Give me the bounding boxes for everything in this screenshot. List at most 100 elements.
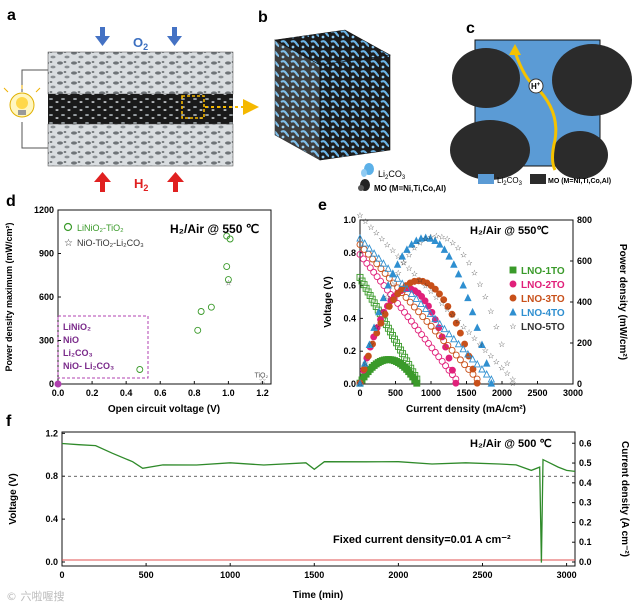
chart-e-power-point-lno-4to (412, 236, 421, 244)
chart-e-voltage-point-lno-4to (482, 370, 491, 378)
chart-d-ytick-label: 300 (39, 336, 54, 346)
chart-e-voltage-point-lno-2to (373, 273, 381, 281)
chart-e-voltage-point-lno-1to (384, 324, 392, 332)
proton-path (513, 51, 558, 171)
chart-d-points: ☆☆ (54, 232, 267, 388)
chart-e-voltage-point-lno-2to (425, 340, 432, 347)
chart-e-voltage-point-lno-5to: ☆ (373, 229, 380, 238)
chart-f-annotation: H₂/Air @ 500 ℃ (470, 438, 552, 450)
chart-e-voltage-point-lno-4to (393, 274, 402, 282)
chart-e-power-point-lno-3to (390, 296, 397, 304)
chart-d-point-linio2-tio2 (224, 276, 232, 284)
chart-d-point-linio2-tio2 (207, 303, 215, 311)
chart-e-power-point-lno-3to (469, 365, 477, 373)
chart-e-power-point-lno-4to (393, 260, 402, 268)
chart-e-voltage-point-lno-4to (379, 259, 388, 267)
chart-e-y2tick-label: 200 (577, 338, 592, 348)
chart-e-power-point-lno-4to (468, 307, 477, 316)
chart-e-power-point-lno-5to: ☆ (444, 235, 451, 244)
chart-e-voltage-point-lno-4to (356, 234, 364, 242)
chart-e-voltage-point-lno-4to (417, 299, 425, 307)
lightbulb-icon (3, 85, 41, 118)
chart-e-voltage-point-lno-4to (473, 359, 482, 368)
chart-e-legend-marker (509, 294, 517, 302)
chart-e-voltage-point-lno-1to (399, 350, 407, 358)
chart-f-footnote: Fixed current density=0.01 A cm⁻² (333, 534, 511, 546)
chart-e-power-point-lno-4to (426, 234, 435, 242)
chart-e-power-point-lno-5to: ☆ (465, 259, 472, 268)
chart-e-voltage-point-lno-3to (444, 342, 452, 349)
chart-f-y2tick-label: 0.2 (579, 517, 592, 527)
h2-arrow-left (94, 172, 111, 192)
o2-arrow-left (95, 27, 110, 46)
chart-e-power-point-lno-4to (450, 260, 458, 268)
legend-label-linio2-tio2: LiNiO₂-TiO₂ (77, 223, 124, 233)
chart-e-ylabel: Voltage (V) (323, 276, 334, 327)
chart-e-ytick-label: 0.0 (343, 379, 356, 389)
chart-d-ytick-label: 1200 (34, 205, 54, 215)
chart-e-legend-marker (509, 280, 517, 288)
chart-e-voltage-point-lno-3to (461, 361, 469, 369)
chart-e-voltage-point-lno-5to: ☆ (482, 346, 489, 355)
chart-e-xtick-label: 1000 (421, 388, 441, 398)
chart-f-xtick-label: 1000 (220, 570, 240, 580)
chart-e-voltage-point-lno-1to (393, 339, 400, 347)
chart-e-power-point-lno-3to (381, 310, 389, 318)
chart-d-xtick-label: 0.8 (188, 388, 201, 398)
chart-e-voltage-point-lno-4to (365, 244, 374, 252)
chart-e-voltage-point-lno-2to (397, 304, 405, 312)
chart-e-power-point-lno-5to: ☆ (476, 280, 483, 289)
chart-e-voltage-point-lno-3to (427, 322, 435, 330)
chart-e-xtick-label: 2000 (492, 388, 512, 398)
chart-e-power-point-lno-5to: ☆ (449, 238, 456, 247)
chart-e-voltage-point-lno-5to: ☆ (509, 375, 516, 384)
chart-e-voltage-point-lno-5to: ☆ (460, 322, 467, 331)
chart-f-y2tick-label: 0.5 (579, 458, 592, 468)
chart-f-ytick-label: 0.0 (45, 557, 58, 567)
chart-e-voltage-point-lno-2to (359, 255, 367, 263)
panel-a: a O2 H2 (3, 7, 259, 193)
chart-e-power-point-lno-2to (445, 354, 453, 362)
chart-e-voltage-point-lno-4to (421, 304, 430, 313)
chart-f-ticks: 0 500 1000 1500 2000 2500 30000.00.40.81.20.00… (45, 428, 591, 580)
li2co3-legend-c: Li2CO3 (497, 176, 523, 187)
chart-e-voltage-point-lno-3to (390, 279, 397, 287)
chart-e-voltage-point-lno-1to (356, 273, 364, 281)
chart-e-voltage-point-lno-5to: ☆ (493, 358, 500, 367)
chart-e-power-point-lno-3to (436, 290, 443, 298)
chart-e-voltage-point-lno-2to (394, 299, 402, 307)
panel-label-c: c (466, 20, 475, 37)
chart-e-power-point-lno-5to: ☆ (389, 280, 396, 289)
chart-e-voltage-point-lno-4to (440, 324, 449, 333)
chart-e-ytick-label: 0.8 (343, 248, 356, 258)
chart-e-voltage-point-lno-3to (452, 351, 460, 359)
chart-e-power-point-lno-3to (473, 379, 481, 387)
chart-e-power-point-lno-5to: ☆ (493, 323, 500, 332)
chart-d-legend: LiNiO₂-TiO₂ ☆ NiO-TiO₂-Li₂CO₃ (63, 222, 144, 249)
chart-f-y2tick-label: 0.6 (579, 438, 592, 448)
mo-legend-icon (358, 179, 370, 191)
chart-d-annotation: H₂/Air @ 550 ℃ (170, 222, 259, 236)
chart-d-xtick-label: 1.0 (222, 388, 235, 398)
chart-e-voltage-point-lno-5to: ☆ (384, 240, 391, 249)
chart-e-voltage-point-lno-2to (356, 250, 364, 258)
chart-e-voltage-point-lno-5to: ☆ (476, 340, 483, 349)
chart-d-point-linio2-tio2 (194, 326, 202, 334)
chart-e-voltage-point-lno-3to (406, 298, 414, 306)
chart-e-power-point-lno-4to (482, 359, 491, 367)
chart-e-power-point-lno-5to: ☆ (460, 250, 467, 259)
chart-e-power-point-lno-1to (413, 379, 421, 387)
chart-e-power-point-lno-4to (417, 234, 425, 242)
chart-f-ytick-label: 0.4 (45, 514, 58, 524)
chart-d-point-reference (54, 380, 62, 388)
chart-e-voltage-point-lno-1to (362, 284, 370, 292)
chart-e-power-point-lno-5to: ☆ (378, 307, 385, 316)
chart-e-power-point-lno-5to: ☆ (471, 268, 478, 277)
o2-arrow-right (167, 27, 182, 46)
chart-e-voltage-point-lno-5to: ☆ (455, 317, 462, 326)
chart-f-xtick-label: 3000 (557, 570, 577, 580)
chart-e-power-point-lno-4to (440, 245, 449, 253)
chart-e-voltage-point-lno-1to (401, 353, 409, 361)
panel-label-d: d (6, 193, 16, 210)
chart-e-power-point-lno-5to: ☆ (438, 232, 445, 241)
